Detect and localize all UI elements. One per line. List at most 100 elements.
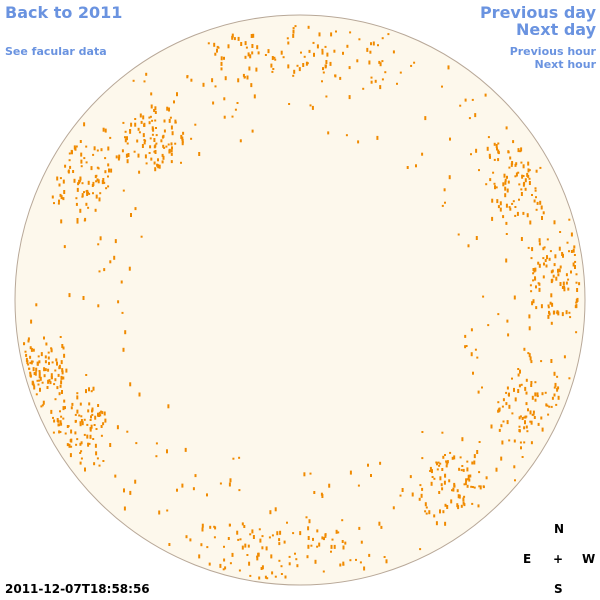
facula [504, 193, 507, 198]
back-link[interactable]: Back to 2011 [5, 3, 123, 22]
facula [471, 98, 474, 101]
facula [532, 299, 535, 304]
facula [53, 419, 56, 423]
facula [556, 387, 559, 392]
facula [534, 189, 537, 192]
facula [473, 486, 476, 489]
facula [274, 507, 277, 512]
facula [458, 467, 461, 471]
facula [418, 497, 421, 501]
facula [180, 134, 183, 139]
facula [163, 119, 166, 123]
facula [553, 263, 556, 267]
facula [532, 272, 535, 275]
previous-hour-link[interactable]: Previous hour [509, 45, 596, 58]
facula [565, 310, 568, 315]
facula [166, 449, 168, 454]
facula [65, 368, 68, 373]
facula [60, 415, 63, 418]
facula [124, 138, 127, 143]
facula [62, 376, 65, 380]
facula [527, 408, 529, 412]
facula [49, 381, 52, 385]
facula [513, 295, 516, 300]
facula [279, 530, 282, 535]
facula [307, 536, 310, 540]
facula [91, 184, 94, 187]
facula [79, 402, 82, 406]
facula [269, 510, 272, 515]
facula [227, 537, 230, 540]
facula [292, 27, 295, 30]
facula [540, 360, 543, 363]
facula [505, 391, 508, 394]
facula [113, 255, 116, 260]
facula [78, 180, 81, 183]
facula [425, 512, 428, 515]
facula [555, 403, 558, 406]
facula [64, 432, 67, 435]
facula [220, 67, 223, 71]
facula [58, 424, 61, 427]
facula [563, 355, 566, 359]
facula [85, 161, 88, 164]
facula [499, 201, 502, 206]
facula [163, 129, 166, 133]
facula [162, 155, 165, 160]
facula [307, 544, 310, 549]
facula [63, 399, 66, 403]
facula [104, 418, 107, 423]
facula [384, 71, 387, 74]
facula [440, 483, 443, 487]
facula [442, 455, 445, 459]
facula [534, 392, 537, 397]
next-day-link[interactable]: Next day [516, 20, 596, 39]
facula [66, 443, 69, 447]
facula [258, 528, 261, 531]
facula [507, 151, 510, 154]
facula [153, 150, 156, 153]
facula [27, 363, 30, 366]
facula [521, 456, 524, 458]
facula [505, 126, 508, 130]
facula [223, 545, 225, 548]
facula [447, 65, 450, 70]
facula [90, 166, 93, 171]
facula [421, 457, 424, 460]
facula [59, 420, 62, 425]
facula [335, 529, 338, 534]
next-hour-link[interactable]: Next hour [534, 58, 597, 71]
facula [212, 101, 215, 105]
facula [529, 410, 532, 415]
facula [497, 151, 500, 155]
facula [33, 385, 36, 390]
facula [362, 87, 365, 90]
facula [292, 29, 295, 34]
facula [207, 42, 210, 45]
facula [558, 246, 561, 251]
facula [502, 182, 505, 187]
facula [528, 353, 531, 358]
facula [161, 135, 164, 139]
facula [363, 566, 366, 571]
facula [439, 509, 441, 514]
facula [126, 136, 128, 141]
facula [32, 348, 35, 352]
facula [525, 391, 528, 395]
facula [509, 207, 512, 211]
facula [102, 127, 105, 132]
facula [325, 95, 328, 98]
facula [96, 457, 99, 460]
facula [481, 386, 483, 389]
facula [546, 255, 548, 260]
facula [379, 62, 382, 67]
facula [530, 360, 533, 364]
facula [214, 85, 217, 88]
facula [75, 197, 78, 200]
facula [518, 384, 521, 388]
facula [174, 119, 177, 124]
facular-link[interactable]: See facular data [5, 45, 107, 58]
facula [553, 386, 556, 389]
facula [441, 85, 443, 88]
previous-day-link[interactable]: Previous day [479, 3, 596, 22]
